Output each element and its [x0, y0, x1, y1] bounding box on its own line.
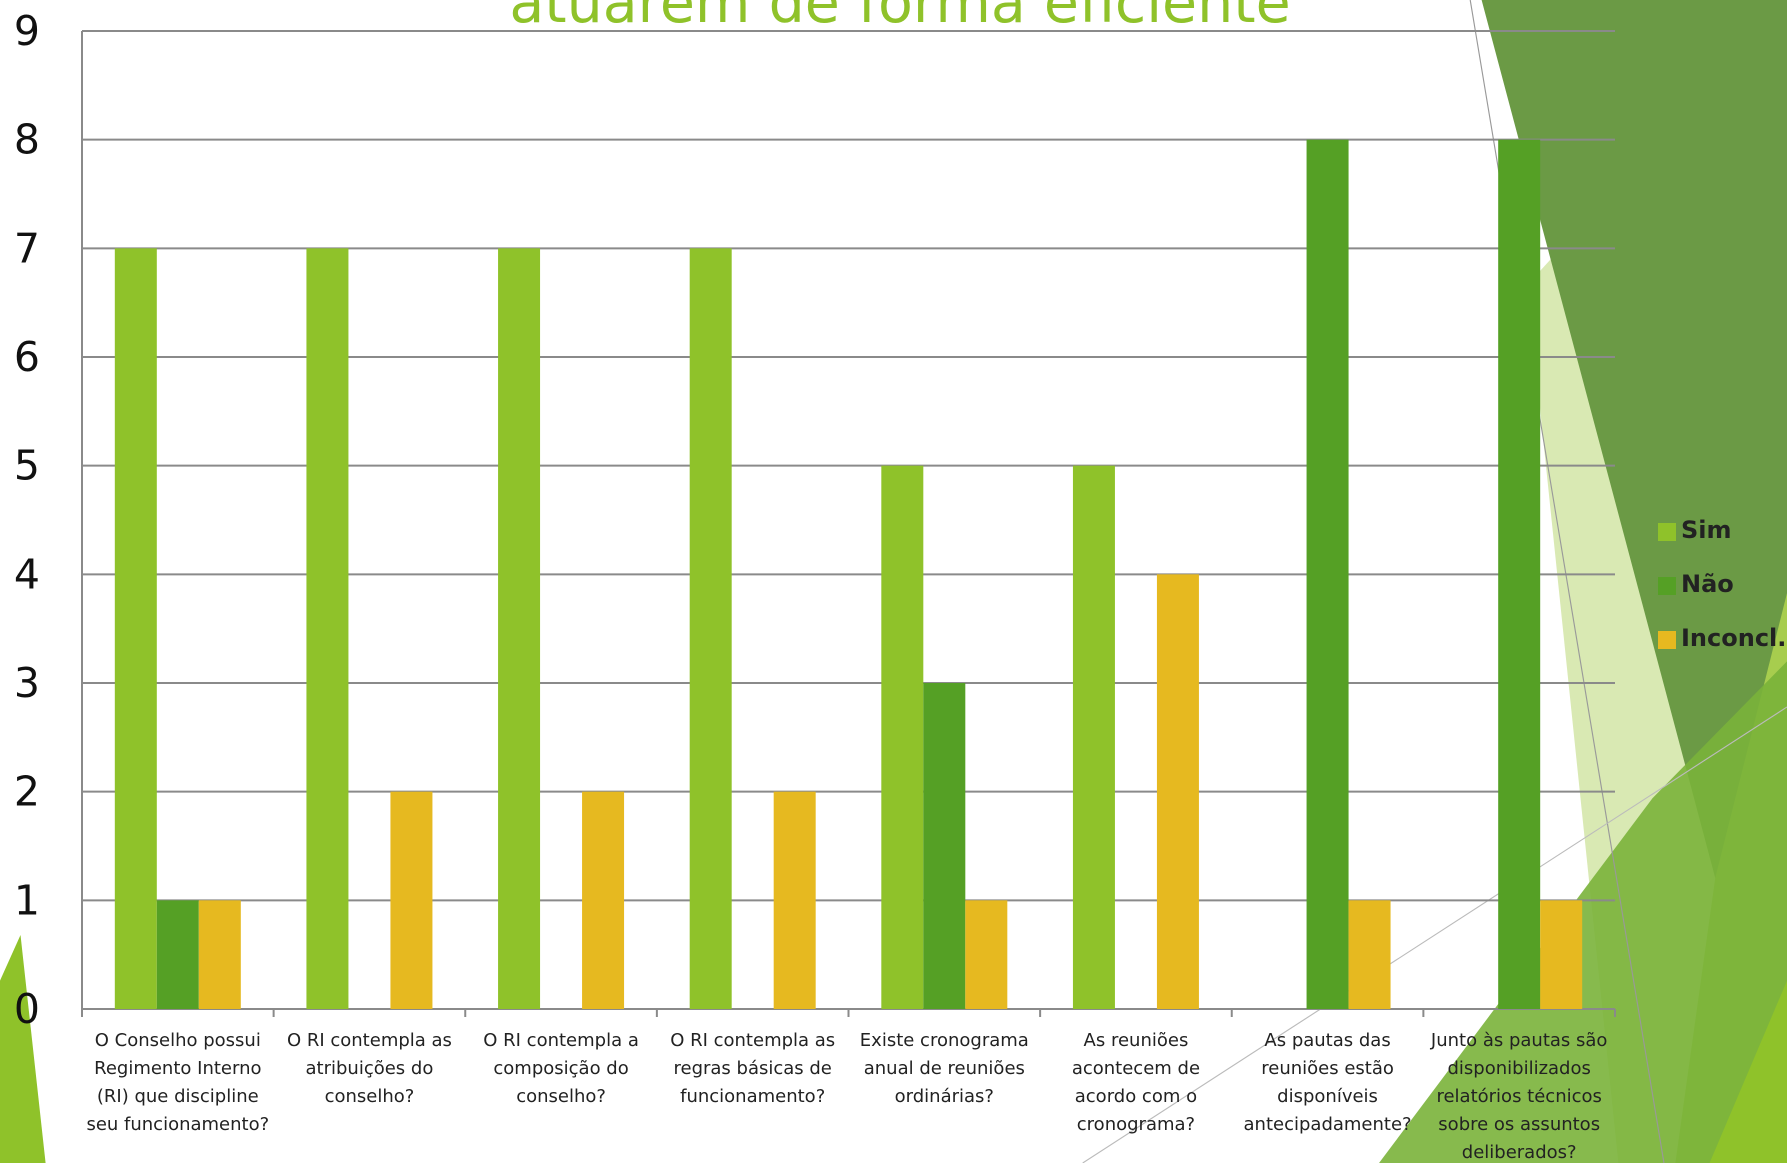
y-tick-label: 1 [14, 876, 40, 924]
y-tick-label: 8 [14, 116, 40, 164]
bar [156, 900, 199, 1009]
x-tick-label: Junto às pautas são disponibilizados rel… [1430, 1030, 1608, 1163]
bar [306, 248, 349, 1010]
bar [689, 248, 732, 1010]
bar [923, 683, 966, 1009]
x-tick-label: O Conselho possui Regimento Interno (RI)… [86, 1030, 270, 1135]
legend-swatch [1658, 523, 1676, 541]
bar [773, 791, 816, 1009]
y-tick-label: 7 [14, 224, 40, 272]
legend-label: Inconcl. [1681, 624, 1787, 652]
bar [965, 900, 1008, 1009]
legend-swatch [1658, 577, 1676, 595]
bar [198, 900, 241, 1009]
x-tick-label: O RI contempla as atribuições do conselh… [286, 1030, 452, 1107]
bar [1348, 900, 1391, 1009]
bar [390, 791, 433, 1009]
bar [582, 791, 625, 1009]
bar [498, 248, 541, 1010]
bar [114, 248, 157, 1010]
x-tick-label: O RI contempla a composição do conselho? [483, 1030, 639, 1107]
bar [881, 465, 924, 1010]
legend-swatch [1658, 631, 1676, 649]
bar [1306, 139, 1349, 1009]
x-tick-label: O RI contempla as regras básicas de func… [670, 1030, 836, 1107]
y-tick-label: 5 [14, 442, 40, 490]
y-tick-label: 2 [14, 768, 40, 816]
y-tick-label: 4 [14, 550, 40, 598]
bar [1156, 574, 1199, 1009]
bar [1540, 900, 1583, 1009]
bar [1072, 465, 1115, 1010]
y-tick-label: 9 [14, 7, 40, 55]
y-tick-label: 3 [14, 659, 40, 707]
y-tick-label: 0 [14, 985, 40, 1033]
x-tick-label: As pautas das reuniões estão disponíveis… [1243, 1030, 1412, 1135]
legend-label: Sim [1681, 516, 1732, 544]
bar [1498, 139, 1541, 1009]
legend-label: Não [1681, 570, 1734, 598]
x-tick-label: As reuniões acontecem de acordo com o cr… [1071, 1030, 1201, 1135]
x-tick-label: Existe cronograma anual de reuniões ordi… [859, 1030, 1029, 1107]
y-tick-label: 6 [14, 333, 40, 381]
